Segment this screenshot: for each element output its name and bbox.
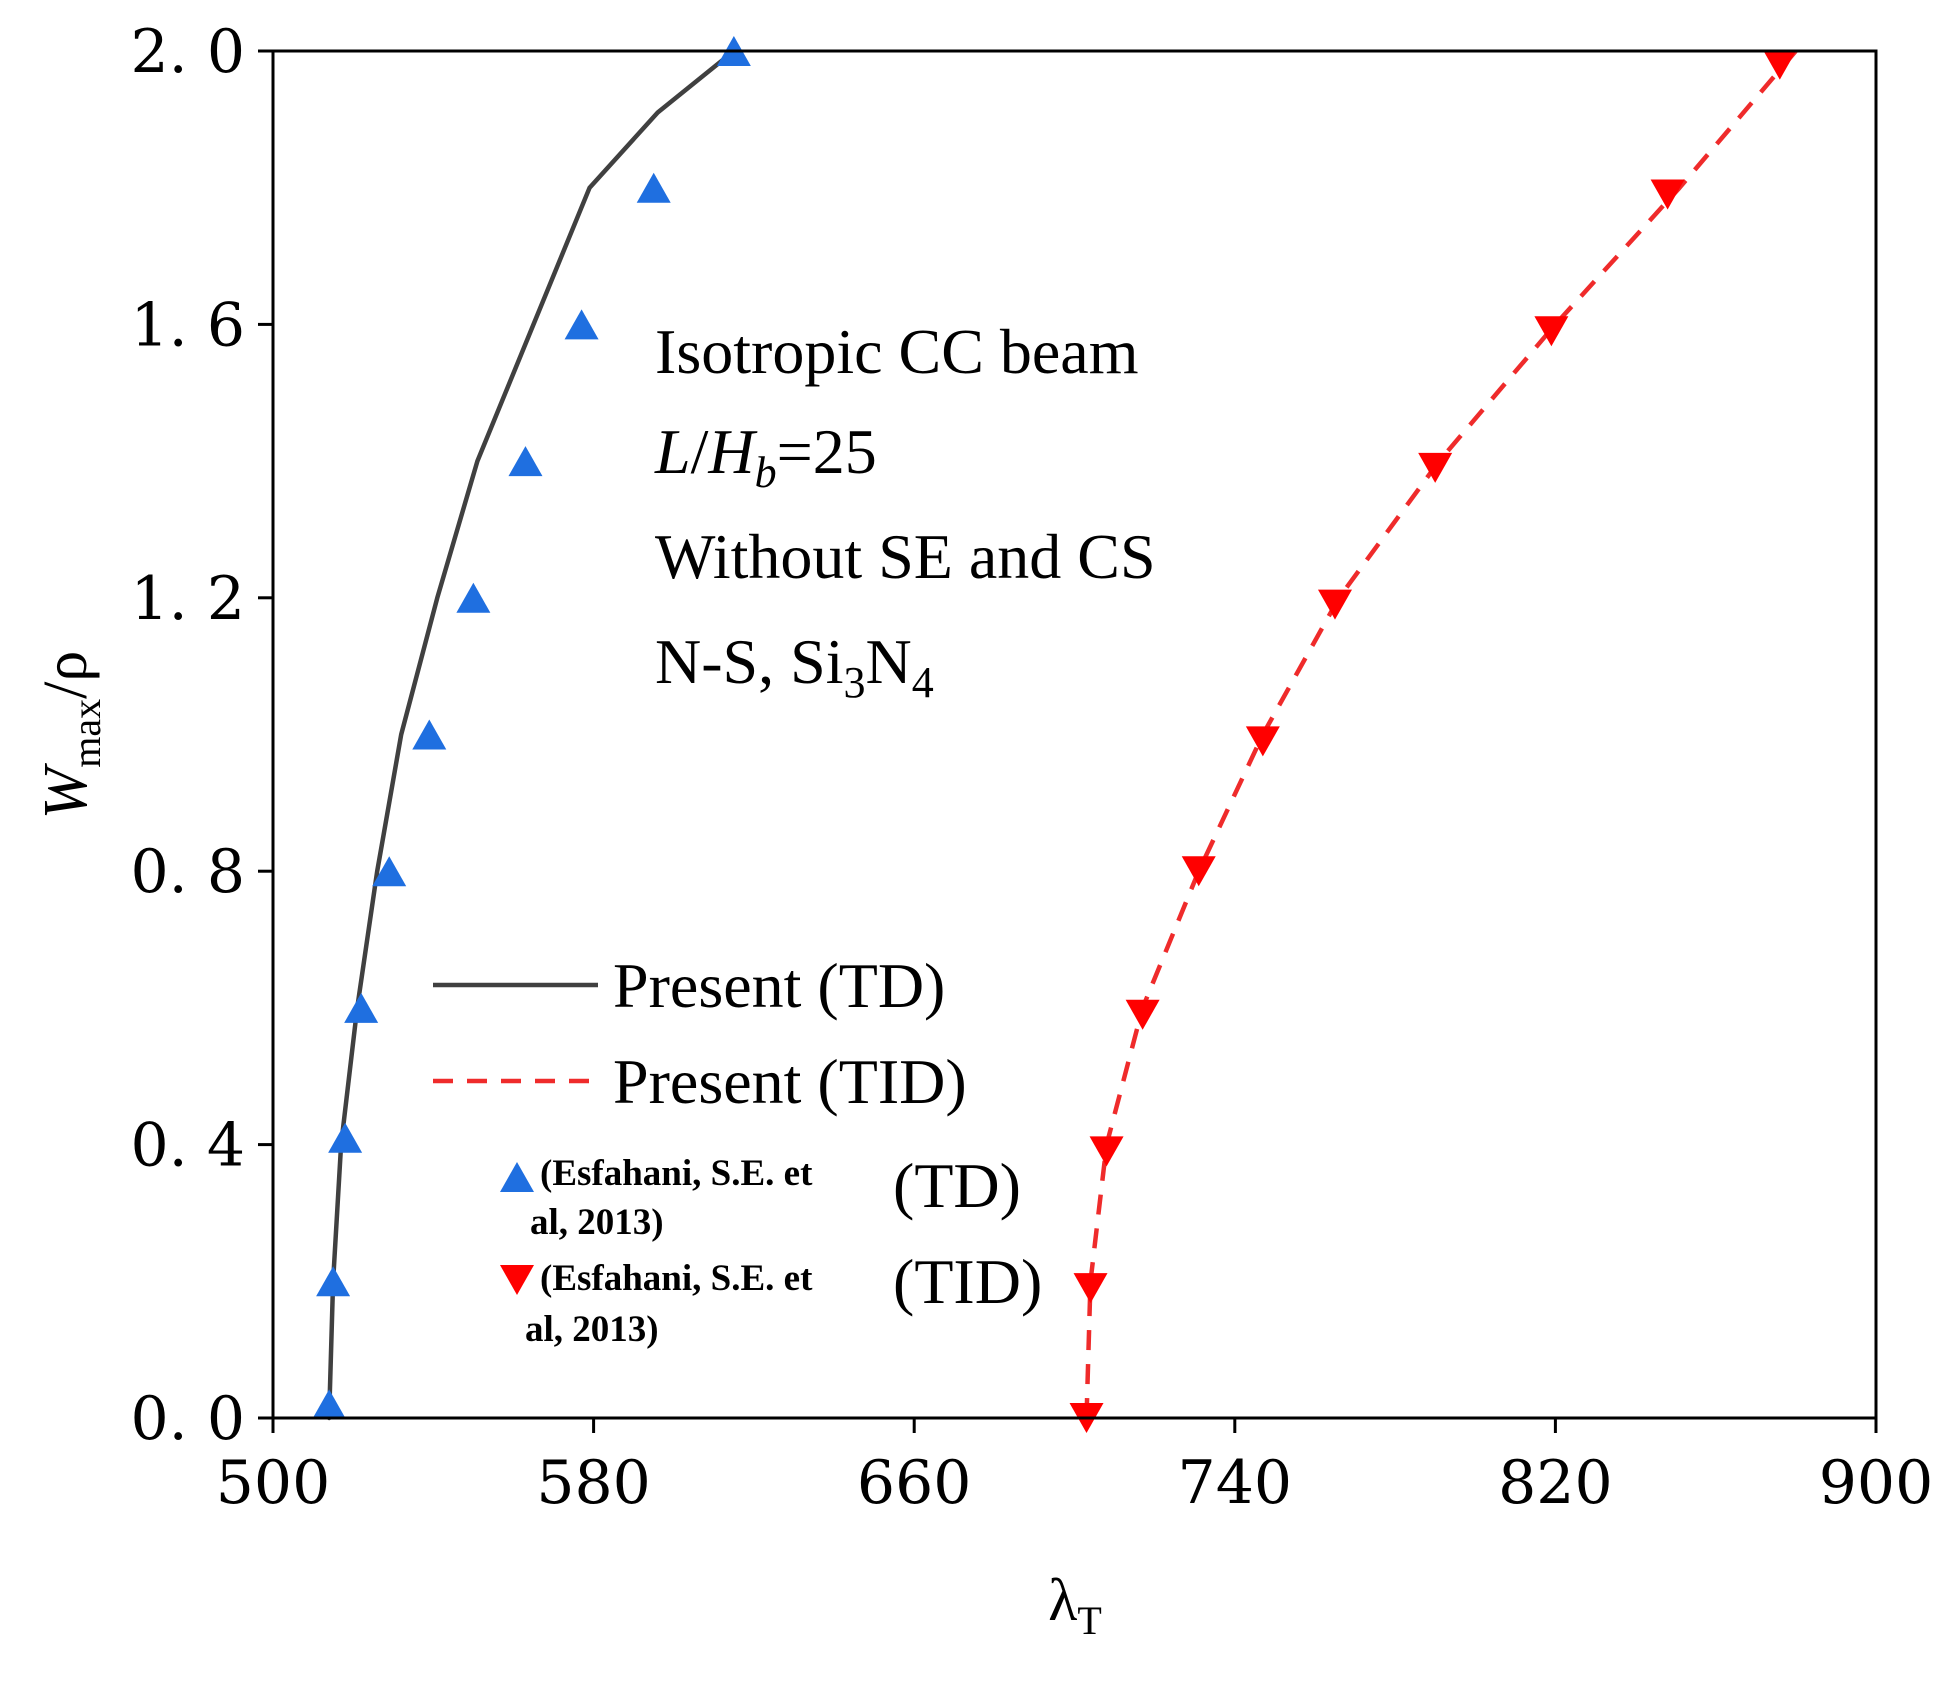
axes-layer: 500 580 660 740 820 900 0. 0 0. 4 0. 8 1. 2 1. 6 2.…: [32, 17, 1933, 1643]
y-axis-title-main: W: [32, 762, 100, 819]
legend: Present (TD) Present (TID) (Esfahani, S.E.…: [433, 950, 1042, 1350]
legend-ref-tid-line1: (Esfahani, S.E. et: [540, 1258, 813, 1299]
data-point-2-0: [312, 1389, 347, 1420]
data-point-3-6: [1317, 589, 1352, 620]
data-point-3-1: [1073, 1273, 1108, 1304]
data-point-2-6: [456, 582, 491, 613]
data-point-3-7: [1418, 452, 1453, 483]
y-tick-label: 1. 2: [131, 564, 246, 634]
annotation-segment: 3: [844, 658, 866, 707]
y-tick-label: 0. 0: [131, 1384, 246, 1454]
annotation-line: Without SE and CS: [655, 521, 1156, 592]
x-axis-title: λT: [1048, 1567, 1102, 1643]
legend-label-tid-line: Present (TID): [613, 1046, 967, 1117]
data-point-2-2: [328, 1122, 363, 1153]
x-axis-title-sub: T: [1077, 1598, 1101, 1643]
legend-ref-td-line1: (Esfahani, S.E. et: [540, 1153, 813, 1194]
legend-marker-tid-ref: [500, 1265, 534, 1295]
annotation-line: N-S, Si3N4: [655, 626, 934, 707]
data-point-2-5: [412, 719, 447, 750]
annotation-segment: H: [707, 416, 758, 487]
x-axis-title-main: λ: [1048, 1567, 1077, 1633]
annotation-segment: Without SE and CS: [655, 521, 1156, 592]
annotation-segment: b: [755, 448, 777, 497]
annotation-segment: Isotropic CC beam: [655, 316, 1138, 387]
legend-tag-td: (TD): [893, 1150, 1021, 1221]
y-tick-label: 1. 6: [131, 290, 246, 360]
x-tick-label: 820: [1498, 1448, 1613, 1518]
x-tick-label: 500: [216, 1448, 331, 1518]
annotation-layer: Isotropic CC beam L/Hb=25 Without SE and C…: [654, 316, 1156, 707]
data-point-3-9: [1650, 179, 1685, 210]
annotation-line: Isotropic CC beam: [655, 316, 1138, 387]
y-tick-label: 0. 8: [131, 837, 246, 907]
data-point-2-4: [372, 856, 407, 887]
legend-ref-tid-line2: al, 2013): [525, 1309, 659, 1350]
annotation-segment: /: [691, 416, 709, 487]
annotation-line: L/Hb=25: [654, 416, 877, 497]
annotation-segment: 4: [912, 658, 934, 707]
x-tick-label: 660: [857, 1448, 972, 1518]
y-axis-title: Wmax/ρ: [32, 651, 109, 820]
legend-label-td-line: Present (TD): [613, 950, 945, 1021]
y-tick-label: 2. 0: [131, 17, 246, 87]
annotation-segment: L: [654, 416, 691, 487]
series-line-1: [1084, 49, 1798, 1419]
data-point-2-1: [316, 1266, 351, 1297]
data-point-2-9: [636, 172, 671, 203]
annotation-segment: N-S, Si: [655, 626, 844, 697]
data-point-2-3: [344, 992, 379, 1023]
data-point-2-8: [564, 309, 599, 340]
legend-tag-tid: (TID): [893, 1246, 1042, 1317]
annotation-segment: =25: [777, 416, 877, 487]
x-tick-label: 740: [1178, 1448, 1293, 1518]
x-tick-label: 580: [536, 1448, 651, 1518]
plot-frame: [271, 49, 1878, 1420]
data-point-3-2: [1089, 1136, 1124, 1167]
data-point-3-8: [1534, 316, 1569, 347]
x-tick-label: 900: [1819, 1448, 1934, 1518]
series-line-0: [326, 48, 737, 1421]
data-point-3-10: [1762, 49, 1797, 80]
data-point-3-5: [1245, 726, 1280, 757]
annotation-segment: N: [866, 626, 912, 697]
y-axis-title-sub: max: [64, 699, 109, 768]
data-point-3-3: [1125, 999, 1160, 1030]
data-point-3-4: [1181, 856, 1216, 887]
data-point-2-7: [508, 446, 543, 477]
y-tick-label: 0. 4: [131, 1111, 246, 1181]
y-axis-title-tail: /ρ: [32, 651, 100, 699]
legend-ref-td-line2: al, 2013): [530, 1202, 664, 1243]
legend-marker-td-ref: [500, 1162, 534, 1192]
